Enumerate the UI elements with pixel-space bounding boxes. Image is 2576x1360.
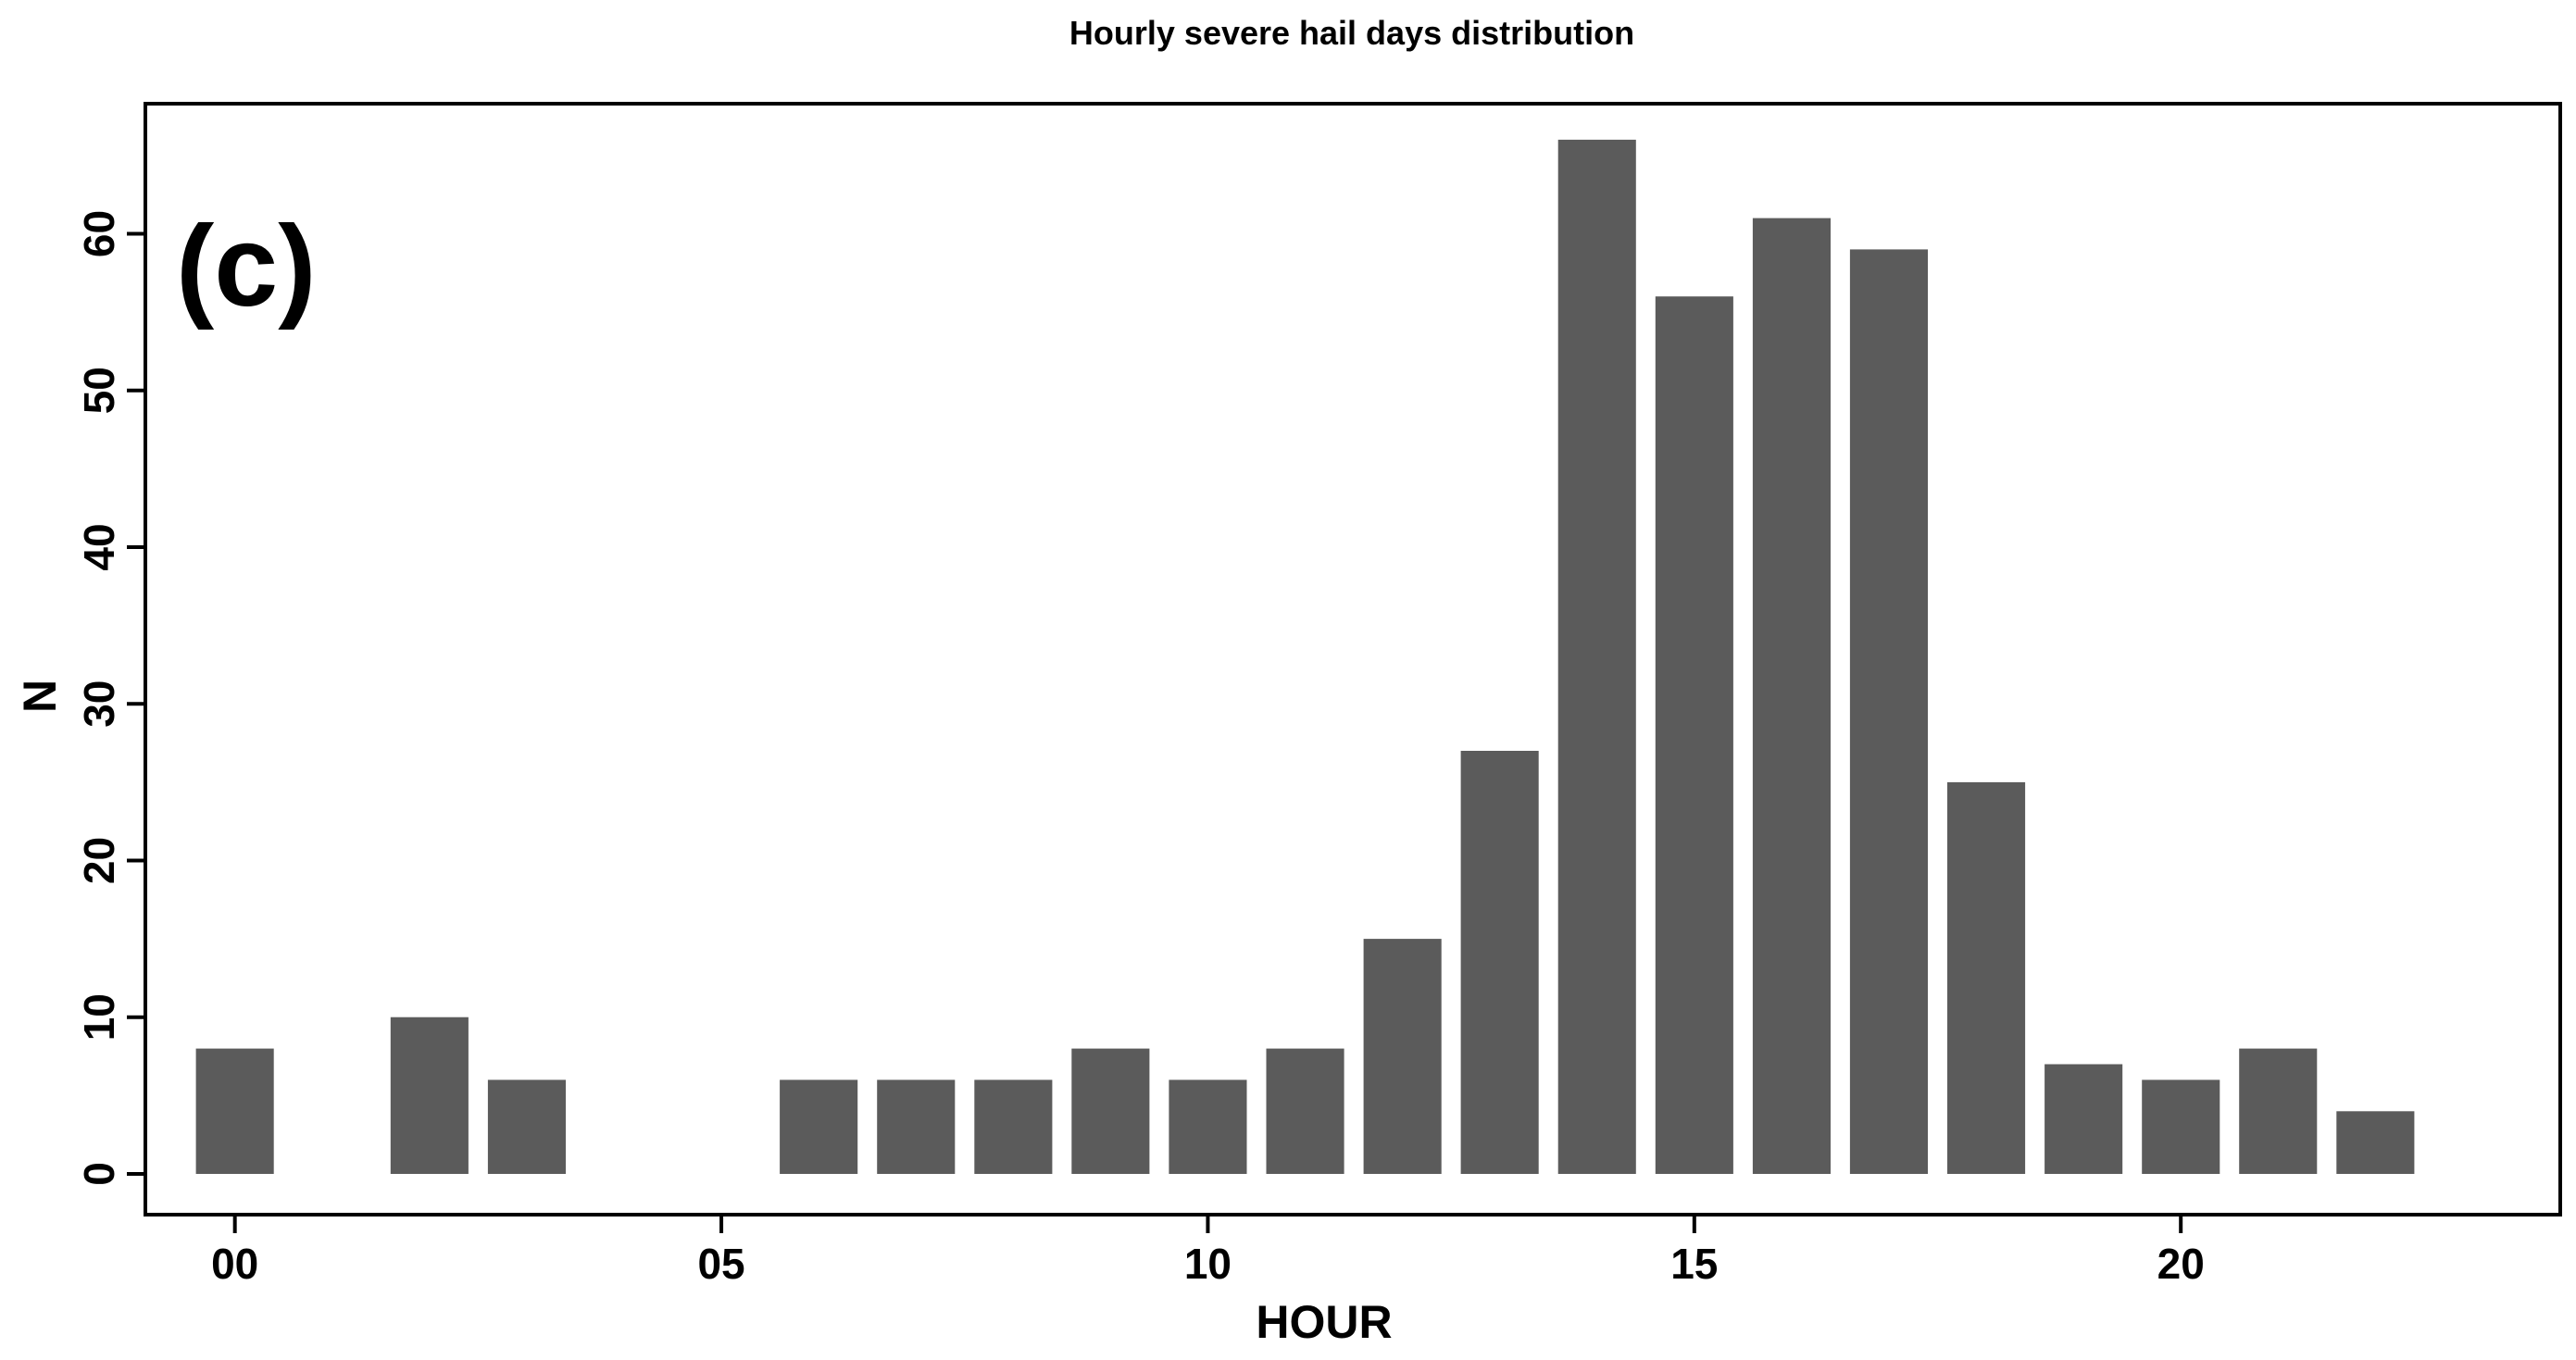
x-axis: 00 05 10 15 20: [211, 1213, 2205, 1288]
y-tick-label: 10: [75, 993, 123, 1041]
panel-label: (c): [176, 203, 317, 331]
bar-hour-2: [390, 1017, 469, 1174]
bar-hour-10: [1169, 1079, 1247, 1174]
y-tick-label: 40: [75, 523, 123, 570]
bar-hour-13: [1460, 751, 1539, 1174]
y-tick-label: 50: [75, 367, 123, 414]
bar-hour-15: [1655, 296, 1733, 1174]
y-axis-label: N: [14, 680, 66, 713]
y-axis: 0 10 20 30 40 50 60: [75, 210, 147, 1186]
x-axis-label: HOUR: [1256, 1296, 1392, 1348]
x-tick-label: 00: [211, 1240, 258, 1288]
bar-hour-19: [2045, 1064, 2123, 1174]
y-tick-label: 60: [75, 210, 123, 257]
x-tick-label: 15: [1670, 1240, 1718, 1288]
chart-title: Hourly severe hail days distribution: [1069, 14, 1634, 52]
y-tick-label: 20: [75, 837, 123, 884]
bar-hour-6: [780, 1079, 858, 1174]
x-tick-label: 05: [697, 1240, 744, 1288]
plot-frame: [144, 102, 2562, 1217]
bar-hour-0: [195, 1048, 274, 1174]
bar-hour-3: [487, 1079, 566, 1174]
bars-group: [195, 139, 2415, 1175]
bar-hour-20: [2142, 1079, 2220, 1174]
bar-hour-11: [1266, 1048, 1344, 1174]
bar-hour-21: [2239, 1048, 2318, 1174]
bar-hour-16: [1752, 218, 1831, 1175]
bar-hour-14: [1557, 139, 1636, 1174]
bar-hour-12: [1363, 939, 1442, 1174]
bar-hour-17: [1849, 249, 1928, 1174]
y-tick-label: 0: [75, 1162, 123, 1186]
y-tick-label: 30: [75, 680, 123, 728]
x-tick-label: 20: [2157, 1240, 2205, 1288]
bar-hour-9: [1071, 1048, 1150, 1174]
bar-hour-22: [2336, 1111, 2415, 1174]
bar-hour-8: [974, 1079, 1053, 1174]
bar-hour-18: [1947, 781, 2026, 1174]
bar-hour-7: [877, 1079, 956, 1174]
x-tick-label: 10: [1184, 1240, 1232, 1288]
